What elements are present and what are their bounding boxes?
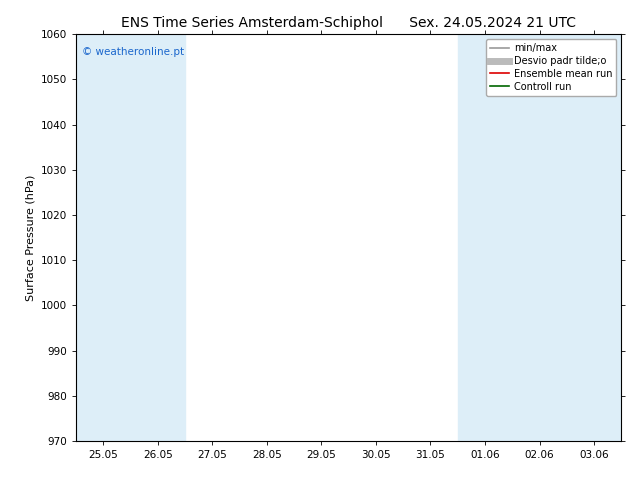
Bar [512, 34, 567, 441]
Legend: min/max, Desvio padr tilde;o, Ensemble mean run, Controll run: min/max, Desvio padr tilde;o, Ensemble m… [486, 39, 616, 96]
Bar [567, 34, 621, 441]
Bar [131, 34, 185, 441]
Y-axis label: Surface Pressure (hPa): Surface Pressure (hPa) [25, 174, 36, 301]
Text: © weatheronline.pt: © weatheronline.pt [82, 47, 184, 56]
Bar [458, 34, 512, 441]
Bar [76, 34, 131, 441]
Title: ENS Time Series Amsterdam-Schiphol      Sex. 24.05.2024 21 UTC: ENS Time Series Amsterdam-Schiphol Sex. … [121, 16, 576, 30]
